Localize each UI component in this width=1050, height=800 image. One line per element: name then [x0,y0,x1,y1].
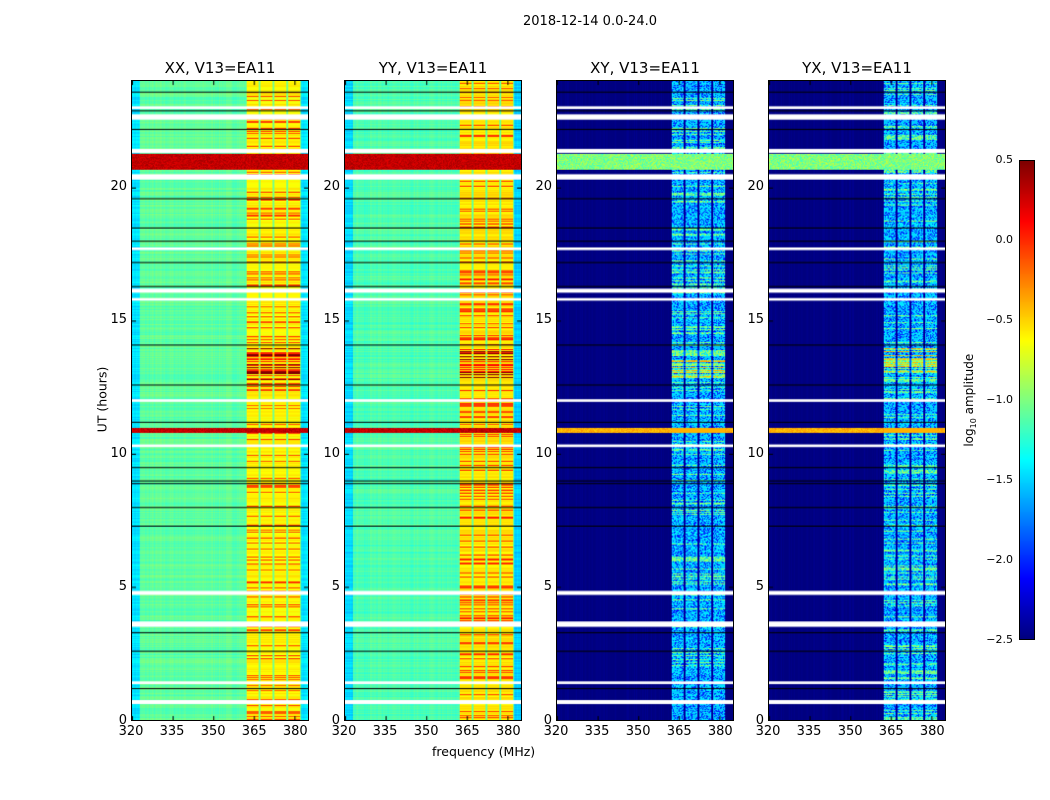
y-tick-label: 15 [747,312,764,328]
x-tick-label: 320 [543,724,569,739]
panel-title: XX, V13=EA11 [164,59,276,77]
y-tick-label: 20 [110,178,127,194]
heatmap-panel [556,80,734,721]
heatmap-cells [557,81,733,720]
x-tick-label: 320 [755,724,781,739]
x-tick-label: 335 [159,724,185,739]
x-tick-label: 350 [200,724,226,739]
y-tick-label: 15 [535,312,552,328]
y-tick-label: 20 [323,178,340,194]
x-axis-label: frequency (MHz) [432,744,536,759]
x-tick-label: 335 [796,724,822,739]
colorbar-tick-label: 0.0 [995,233,1014,246]
heatmap-cells [132,81,308,720]
y-tick-label: 10 [535,445,552,461]
colorbar-label-sub: 10 [969,418,979,429]
x-tick-label: 380 [919,724,945,739]
x-tick-label: 365 [454,724,480,739]
colorbar [1019,160,1035,640]
x-tick-label: 365 [241,724,267,739]
y-tick-label: 20 [535,178,552,194]
figure-title: 2018-12-14 0.0-24.0 [523,14,657,29]
y-tick-label: 0 [118,713,127,728]
x-tick-label: 365 [878,724,904,739]
x-tick-label: 335 [584,724,610,739]
y-tick-label: 10 [110,445,127,461]
x-tick-label: 320 [118,724,144,739]
y-tick-label: 5 [331,579,340,595]
y-axis-label: UT (hours) [94,366,110,433]
colorbar-tick-label: −1.0 [986,393,1013,406]
heatmap-cells [769,81,945,720]
y-tick-label: 20 [747,178,764,194]
y-tick-label: 10 [747,445,764,461]
x-tick-label: 380 [495,724,521,739]
heatmap-cells [345,81,521,720]
heatmap-panel [131,80,309,721]
panel-title: YY, V13=EA11 [378,59,488,77]
x-tick-label: 350 [625,724,651,739]
colorbar-label-main: log [961,428,976,447]
x-tick-label: 335 [372,724,398,739]
colorbar-tick-label: −0.5 [986,313,1013,326]
colorbar-tick-label: −1.5 [986,473,1013,486]
colorbar-gradient [1020,161,1034,639]
panel-title: XY, V13=EA11 [590,59,700,77]
heatmap-panel [768,80,946,721]
colorbar-tick-label: 0.5 [995,153,1014,166]
x-tick-label: 380 [282,724,308,739]
x-tick-label: 320 [331,724,357,739]
x-tick-label: 350 [837,724,863,739]
heatmap-panel [344,80,522,721]
colorbar-tick-label: −2.5 [986,633,1013,646]
colorbar-label: log10 amplitude [962,350,978,450]
y-tick-label: 15 [323,312,340,328]
y-tick-label: 5 [118,579,127,595]
y-tick-label: 0 [755,713,764,728]
colorbar-label-rest: amplitude [961,353,976,419]
x-tick-label: 365 [666,724,692,739]
y-tick-label: 5 [755,579,764,595]
y-tick-label: 0 [543,713,552,728]
y-tick-label: 5 [543,579,552,595]
y-tick-label: 0 [331,713,340,728]
x-tick-label: 350 [413,724,439,739]
x-tick-label: 380 [707,724,733,739]
panel-title: YX, V13=EA11 [802,59,912,77]
y-tick-label: 10 [323,445,340,461]
colorbar-tick-label: −2.0 [986,553,1013,566]
y-tick-label: 15 [110,312,127,328]
